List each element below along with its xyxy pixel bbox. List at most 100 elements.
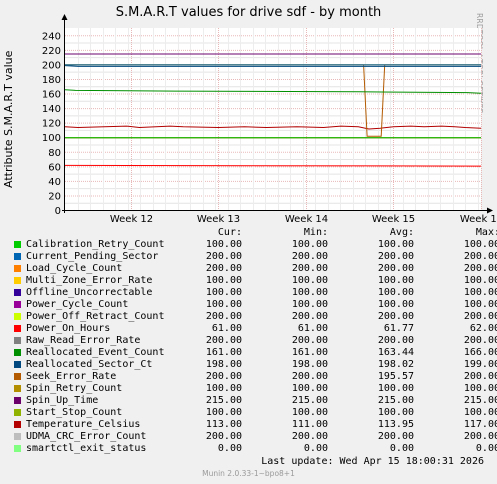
y-tick-label: 20 xyxy=(48,191,61,202)
legend-series-name: Calibration_Retry_Count xyxy=(26,239,165,250)
legend-value-avg: 200.00 xyxy=(377,431,414,442)
legend-value-avg: 215.00 xyxy=(377,395,414,406)
legend-swatch xyxy=(14,241,21,248)
legend-row: Calibration_Retry_Count 100.00 100.00 100.0… xyxy=(12,239,497,251)
y-tick-label: 180 xyxy=(42,75,61,86)
legend-swatch xyxy=(14,409,21,416)
legend-value-cur: 200.00 xyxy=(205,335,242,346)
legend-value-cur: 0.00 xyxy=(217,443,242,454)
legend-header-avg: Avg: xyxy=(389,227,414,238)
legend-value-avg: 100.00 xyxy=(377,239,414,250)
chart-title: S.M.A.R.T values for drive sdf - by mont… xyxy=(115,5,382,20)
legend-swatch xyxy=(14,313,21,320)
legend-value-max: 166.00 xyxy=(463,347,497,358)
legend-value-cur: 198.00 xyxy=(205,359,242,370)
legend-row: smartctl_exit_status 0.00 0.00 0.00 0.00 xyxy=(12,443,497,455)
series-line-reallocated-event-count xyxy=(64,89,482,94)
legend-value-max: 200.00 xyxy=(463,251,497,262)
legend-row: Power_Off_Retract_Count 200.00 200.00 200.0… xyxy=(12,311,497,323)
legend-value-min: 100.00 xyxy=(291,383,328,394)
legend-value-max: 117.00 xyxy=(463,419,497,430)
legend-swatch xyxy=(14,397,21,404)
last-update-text: Last update: Wed Apr 15 18:00:31 2026 xyxy=(261,456,484,467)
legend-value-min: 61.00 xyxy=(297,323,328,334)
legend-value-min: 200.00 xyxy=(291,311,328,322)
y-tick-label: 0 xyxy=(55,206,61,217)
legend-value-cur: 61.00 xyxy=(211,323,242,334)
legend-series-name: Multi_Zone_Error_Rate xyxy=(26,275,153,286)
legend-value-min: 200.00 xyxy=(291,335,328,346)
legend-value-avg: 163.44 xyxy=(377,347,414,358)
legend-value-max: 100.00 xyxy=(463,239,497,250)
legend-series-name: Start_Stop_Count xyxy=(26,407,123,418)
legend-value-min: 100.00 xyxy=(291,287,328,298)
y-tick-label: 140 xyxy=(42,104,61,115)
legend-row: Spin_Retry_Count 100.00 100.00 100.00 100.00 xyxy=(12,383,497,395)
legend-series-name: Reallocated_Event_Count xyxy=(26,347,165,358)
legend-value-min: 100.00 xyxy=(291,299,328,310)
legend-value-avg: 200.00 xyxy=(377,335,414,346)
legend-value-max: 199.00 xyxy=(463,359,497,370)
y-tick-label: 240 xyxy=(42,31,61,42)
legend-header: Cur: Min: Avg: Max: xyxy=(12,227,497,239)
y-tick-label: 160 xyxy=(42,90,61,101)
legend-series-name: Temperature_Celsius xyxy=(26,419,141,430)
legend-row: Power_On_Hours 61.00 61.00 61.77 62.00 xyxy=(12,323,497,335)
legend-series-name: Load_Cycle_Count xyxy=(26,263,123,274)
legend-value-cur: 161.00 xyxy=(205,347,242,358)
legend-row: Offline_Uncorrectable 100.00 100.00 100.00 1… xyxy=(12,287,497,299)
legend-value-avg: 100.00 xyxy=(377,299,414,310)
legend-series-name: Offline_Uncorrectable xyxy=(26,287,153,298)
legend-value-cur: 100.00 xyxy=(205,239,242,250)
y-tick-label: 40 xyxy=(48,177,61,188)
y-tick-label: 60 xyxy=(48,162,61,173)
legend-row: Temperature_Celsius 113.00 111.00 113.95 117… xyxy=(12,419,497,431)
legend-value-min: 100.00 xyxy=(291,275,328,286)
y-tick-label: 80 xyxy=(48,148,61,159)
legend-value-cur: 100.00 xyxy=(205,407,242,418)
legend-value-max: 100.00 xyxy=(463,299,497,310)
legend-value-avg: 100.00 xyxy=(377,383,414,394)
y-tick-label: 200 xyxy=(42,60,61,71)
legend-value-cur: 200.00 xyxy=(205,431,242,442)
legend-swatch xyxy=(14,373,21,380)
legend-swatch xyxy=(14,337,21,344)
legend-value-avg: 100.00 xyxy=(377,287,414,298)
legend-row: Power_Cycle_Count 100.00 100.00 100.00 100.0… xyxy=(12,299,497,311)
series-line-reallocated-sector-ct xyxy=(64,65,481,67)
legend-series-name: UDMA_CRC_Error_Count xyxy=(26,431,147,442)
legend-value-max: 100.00 xyxy=(463,407,497,418)
legend-swatch xyxy=(14,361,21,368)
legend-series-name: Power_On_Hours xyxy=(26,323,111,334)
legend-header-min: Min: xyxy=(303,227,328,238)
series-line-power-on-hours xyxy=(64,164,482,167)
legend-value-cur: 100.00 xyxy=(205,275,242,286)
legend-value-avg: 200.00 xyxy=(377,263,414,274)
legend-value-avg: 100.00 xyxy=(377,275,414,286)
plot-background xyxy=(65,28,481,210)
legend-row: Start_Stop_Count 100.00 100.00 100.00 100.00 xyxy=(12,407,497,419)
legend-swatch xyxy=(14,349,21,356)
legend-value-min: 111.00 xyxy=(291,419,328,430)
x-tick-label: Week 15 xyxy=(372,214,415,225)
legend-value-max: 0.00 xyxy=(475,443,497,454)
legend-value-avg: 113.95 xyxy=(377,419,414,430)
legend-value-avg: 198.02 xyxy=(377,359,414,370)
legend-row: Seek_Error_Rate 200.00 200.00 195.57 200.00 xyxy=(12,371,497,383)
legend-value-max: 215.00 xyxy=(463,395,497,406)
legend-series-name: Reallocated_Sector_Ct xyxy=(26,359,153,370)
legend-value-max: 200.00 xyxy=(463,263,497,274)
legend-value-min: 100.00 xyxy=(291,239,328,250)
legend-value-max: 200.00 xyxy=(463,431,497,442)
legend-value-min: 200.00 xyxy=(291,251,328,262)
legend-swatch xyxy=(14,421,21,428)
legend-value-avg: 0.00 xyxy=(389,443,414,454)
legend-value-max: 100.00 xyxy=(463,287,497,298)
legend-value-cur: 200.00 xyxy=(205,371,242,382)
legend-value-max: 200.00 xyxy=(463,335,497,346)
plot-area: 0 20 40 60 80 100 120 140 160 180 200 220 240 Week 12… xyxy=(42,14,497,225)
legend-swatch xyxy=(14,301,21,308)
legend-series-name: Power_Cycle_Count xyxy=(26,299,129,310)
legend-row: Reallocated_Event_Count 161.00 161.00 163.4… xyxy=(12,347,497,359)
legend-series-name: Spin_Up_Time xyxy=(26,395,99,406)
